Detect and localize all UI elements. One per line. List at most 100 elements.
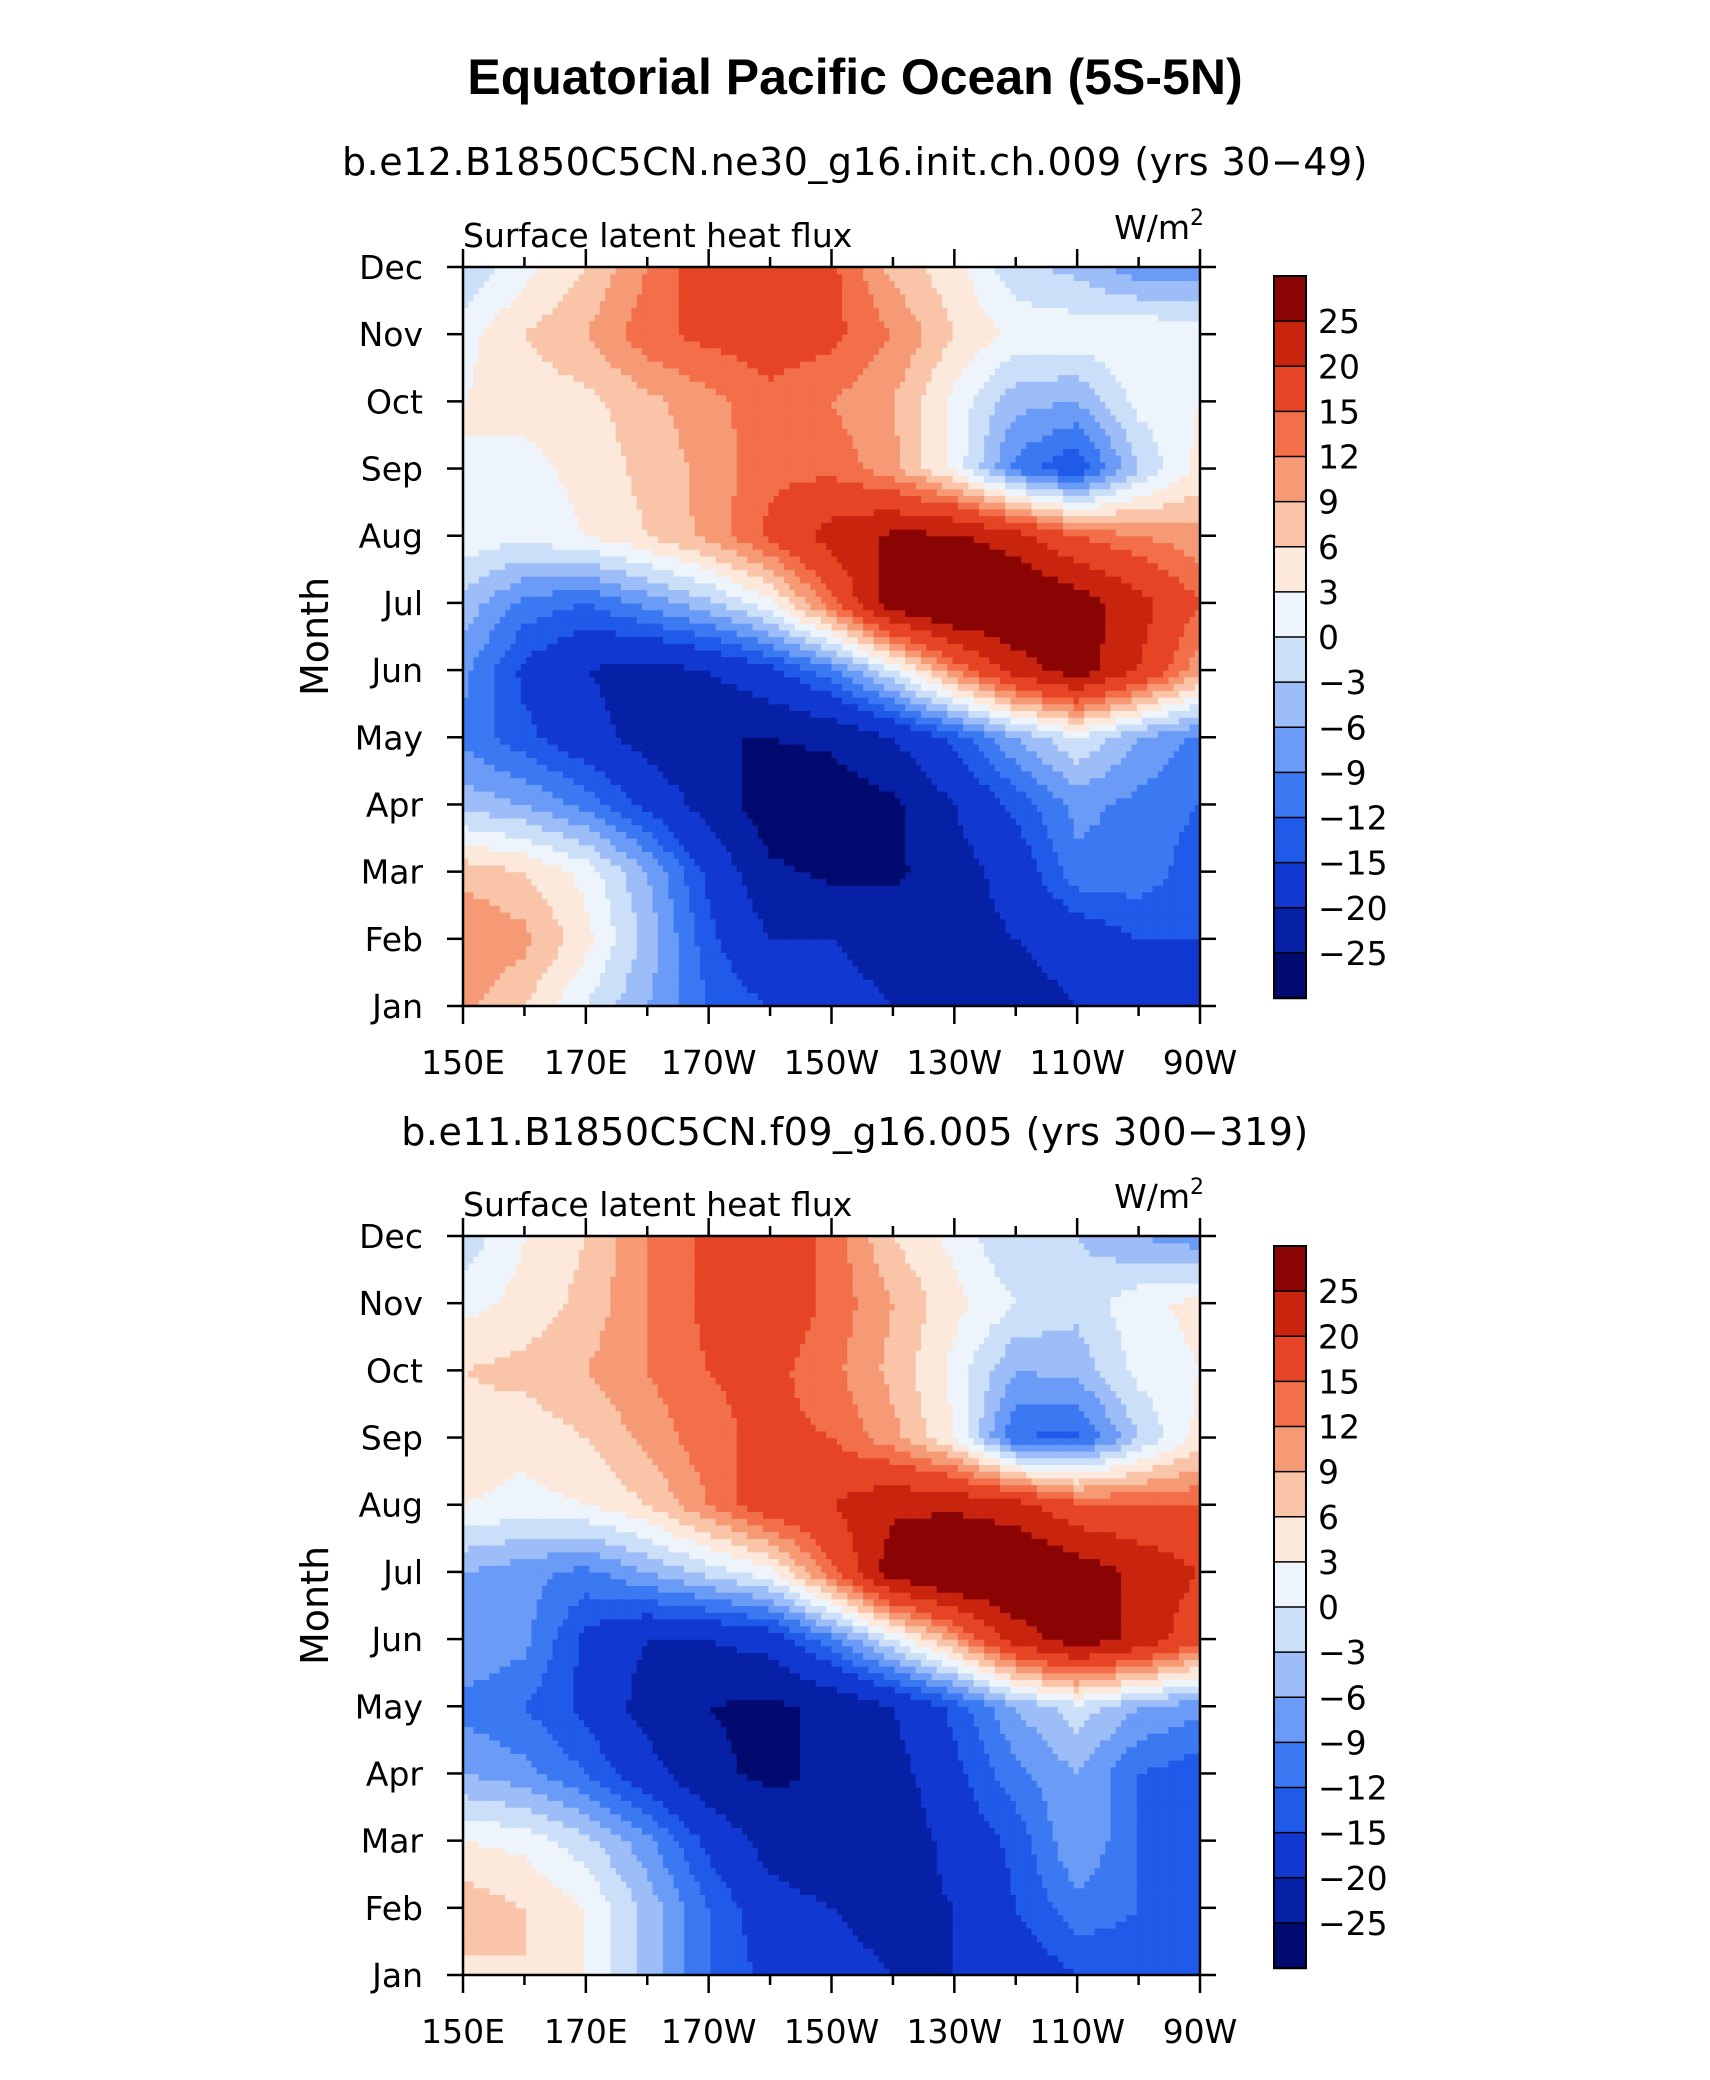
contour-cell (468, 905, 475, 913)
contour-cell (999, 925, 1006, 933)
contour-cell (647, 972, 654, 980)
contour-cell (968, 851, 975, 859)
contour-cell (920, 918, 927, 926)
contour-cell (1068, 972, 1075, 980)
contour-cell (873, 972, 880, 980)
contour-cell (694, 992, 701, 1000)
contour-cell (1015, 878, 1022, 886)
contour-cell (531, 864, 538, 873)
contour-cell (763, 838, 769, 846)
contour-cell (699, 831, 706, 839)
contour-cell (910, 851, 917, 859)
contour-cell (578, 898, 585, 906)
contour-cell (1126, 885, 1133, 893)
contour-cell (931, 985, 938, 994)
contour-cell (805, 958, 812, 967)
contour-cell (757, 911, 764, 920)
contour-cell (747, 844, 754, 853)
contour-cell (999, 972, 1006, 980)
contour-cell (1047, 864, 1054, 873)
contour-cell (978, 891, 985, 900)
contour-cell (1042, 999, 1048, 1006)
contour-cell (705, 965, 712, 974)
contour-cell (1136, 932, 1143, 940)
contour-cell (1168, 938, 1175, 947)
contour-cell (652, 938, 659, 947)
contour-cell (1110, 932, 1117, 940)
contour-cell (478, 905, 485, 913)
contour-cell (663, 851, 669, 859)
contour-cell (1173, 999, 1180, 1006)
contour-cell (1147, 972, 1154, 980)
contour-cell (494, 918, 501, 926)
contour-cell (1168, 932, 1175, 940)
contour-cell (820, 871, 827, 879)
contour-cell (831, 911, 838, 920)
contour-cell (720, 945, 727, 953)
contour-cell (1094, 911, 1101, 920)
contour-cell (573, 878, 580, 886)
contour-cell (1157, 999, 1164, 1006)
contour-cell (1152, 945, 1159, 953)
contour-cell (805, 932, 812, 940)
contour-cell (541, 911, 548, 920)
contour-cell (989, 911, 996, 920)
contour-cell (499, 958, 506, 967)
contour-cell (552, 932, 559, 940)
contour-cell (984, 858, 991, 866)
contour-cell (1052, 992, 1059, 1000)
contour-cell (663, 952, 669, 960)
contour-cell (805, 965, 812, 974)
contour-cell (752, 831, 759, 839)
contour-cell (1015, 898, 1022, 906)
contour-cell (884, 972, 890, 980)
contour-cell (968, 958, 975, 967)
contour-cell (1142, 965, 1148, 974)
contour-cell (499, 891, 506, 900)
contour-cell (1063, 972, 1069, 980)
contour-cell (468, 838, 475, 846)
contour-cell (736, 925, 743, 933)
contour-cell (1131, 891, 1138, 900)
contour-cell (578, 952, 585, 960)
contour-cell (884, 864, 890, 873)
contour-cell (847, 992, 854, 1000)
contour-cell (515, 911, 522, 920)
contour-cell (820, 958, 827, 967)
contour-cell (947, 992, 954, 1000)
contour-cell (510, 972, 517, 980)
contour-cell (763, 972, 769, 980)
contour-cell (652, 878, 659, 886)
contour-cell (1126, 844, 1133, 853)
contour-cell (799, 885, 806, 893)
contour-cell (910, 891, 917, 900)
contour-cell (705, 885, 712, 893)
contour-cell (1057, 999, 1064, 1006)
contour-cell (1173, 972, 1180, 980)
contour-cell (831, 985, 838, 994)
contour-cell (599, 891, 606, 900)
contour-cell (915, 844, 922, 853)
contour-cell (489, 864, 496, 873)
contour-cell (878, 838, 885, 846)
contour-cell (463, 938, 469, 947)
contour-cell (552, 831, 559, 839)
contour-cell (1021, 992, 1027, 1000)
contour-cell (1189, 851, 1196, 859)
contour-cell (699, 858, 706, 866)
contour-cell (999, 918, 1006, 926)
contour-cell (963, 972, 969, 980)
contour-cell (1042, 958, 1048, 967)
contour-cell (720, 864, 727, 873)
contour-cell (1157, 925, 1164, 933)
contour-cell (531, 844, 538, 853)
contour-cell (863, 871, 869, 879)
contour-cell (942, 871, 948, 879)
contour-cell (1057, 925, 1064, 933)
contour-cell (905, 992, 912, 1000)
contour-cell (936, 999, 943, 1006)
contour-cell (878, 938, 885, 947)
contour-cell (515, 844, 522, 853)
contour-cell (715, 992, 722, 1000)
contour-cell (905, 844, 912, 853)
